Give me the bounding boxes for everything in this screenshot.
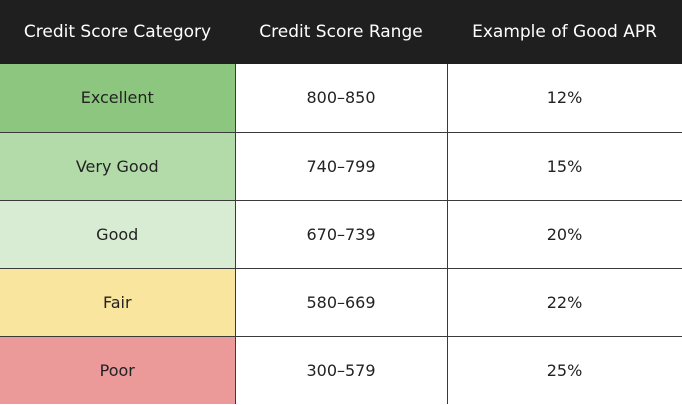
apr-cell: 20% <box>446 199 682 269</box>
range-cell: 670–739 <box>234 199 448 269</box>
table-header: Credit Score Category Credit Score Range… <box>0 0 682 64</box>
apr-cell: 25% <box>446 335 682 404</box>
header-apr: Example of Good APR <box>447 0 682 64</box>
range-cell: 300–579 <box>234 335 448 404</box>
apr-cell: 12% <box>446 64 682 133</box>
table-row: Excellent 800–850 12% <box>0 64 682 133</box>
category-cell: Fair <box>0 267 236 337</box>
table-row: Poor 300–579 25% <box>0 335 682 404</box>
table-row: Very Good 740–799 15% <box>0 131 682 201</box>
table-row: Good 670–739 20% <box>0 199 682 269</box>
table-body: Excellent 800–850 12% Very Good 740–799 … <box>0 64 682 404</box>
range-cell: 800–850 <box>234 64 448 133</box>
apr-cell: 22% <box>446 267 682 337</box>
category-cell: Very Good <box>0 131 236 201</box>
category-cell: Poor <box>0 335 236 404</box>
range-cell: 580–669 <box>234 267 448 337</box>
header-row: Credit Score Category Credit Score Range… <box>0 0 682 64</box>
header-range: Credit Score Range <box>235 0 447 64</box>
category-cell: Good <box>0 199 236 269</box>
table-row: Fair 580–669 22% <box>0 267 682 337</box>
category-cell: Excellent <box>0 64 236 133</box>
apr-cell: 15% <box>446 131 682 201</box>
range-cell: 740–799 <box>234 131 448 201</box>
header-category: Credit Score Category <box>0 0 235 64</box>
